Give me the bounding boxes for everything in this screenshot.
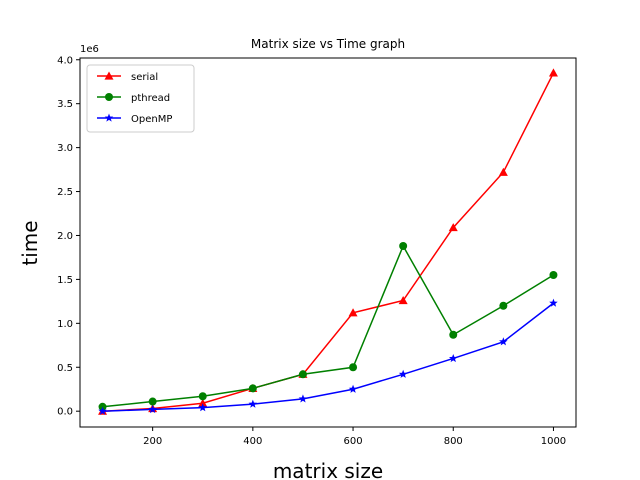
data-point-openmp [549,298,558,307]
data-point-serial [548,68,558,77]
x-tick-label: 600 [344,436,363,447]
x-tick-label: 1000 [541,436,566,447]
data-point-pthread [499,301,508,310]
legend-marker-openmp [104,113,114,122]
series-line-openmp [102,302,554,412]
data-point-pthread [349,363,358,372]
series-openmp [98,298,558,415]
plot-frame [79,57,577,428]
series-pthread [98,242,558,411]
y-tick-label: 4.0 [57,55,73,66]
y-tick-label: 2.0 [57,231,73,242]
chart-title: Matrix size vs Time graph [251,37,405,51]
data-point-serial [498,167,508,176]
y-offset-label: 1e6 [80,44,99,55]
x-axis-label: matrix size [273,459,383,480]
data-point-pthread [449,330,458,339]
data-point-openmp [198,403,208,412]
data-point-serial [348,308,358,317]
series-line-pthread [102,244,554,408]
y-tick-label: 2.5 [57,187,73,198]
y-tick-label: 1.5 [57,275,73,286]
data-point-pthread [549,271,558,280]
y-tick-label: 0.5 [57,363,73,374]
legend: serial pthread OpenMP [86,64,195,133]
data-point-pthread [399,242,408,251]
x-tick-label: 400 [243,436,262,447]
data-point-pthread [248,384,257,393]
data-point-serial [198,398,208,407]
x-tick-label: 200 [143,436,162,447]
x-tick-label: 800 [444,436,463,447]
data-point-openmp [98,406,107,415]
data-point-openmp [248,399,258,408]
data-point-openmp [148,404,157,414]
data-point-openmp [348,384,358,393]
data-point-openmp [398,369,408,378]
legend-label-openmp: OpenMP [131,114,172,125]
data-point-openmp [448,353,458,363]
legend-marker-pthread [105,93,113,101]
y-axis-label: time [18,220,42,265]
legend-box [86,64,195,133]
y-tick-label: 3.0 [57,143,73,154]
legend-label-pthread: pthread [131,93,170,104]
data-point-openmp [499,337,508,346]
y-tick-label: 3.5 [57,99,73,110]
data-point-pthread [148,397,157,406]
data-point-serial [448,223,458,232]
data-point-openmp [298,394,308,403]
y-tick-label: 0.0 [57,407,73,418]
legend-marker-serial [104,71,114,80]
data-point-pthread [198,392,207,401]
legend-label-serial: serial [131,72,158,83]
series-line-serial [102,72,555,412]
y-tick-label: 1.0 [57,319,73,330]
data-point-serial [398,295,408,305]
data-point-pthread [298,370,307,379]
